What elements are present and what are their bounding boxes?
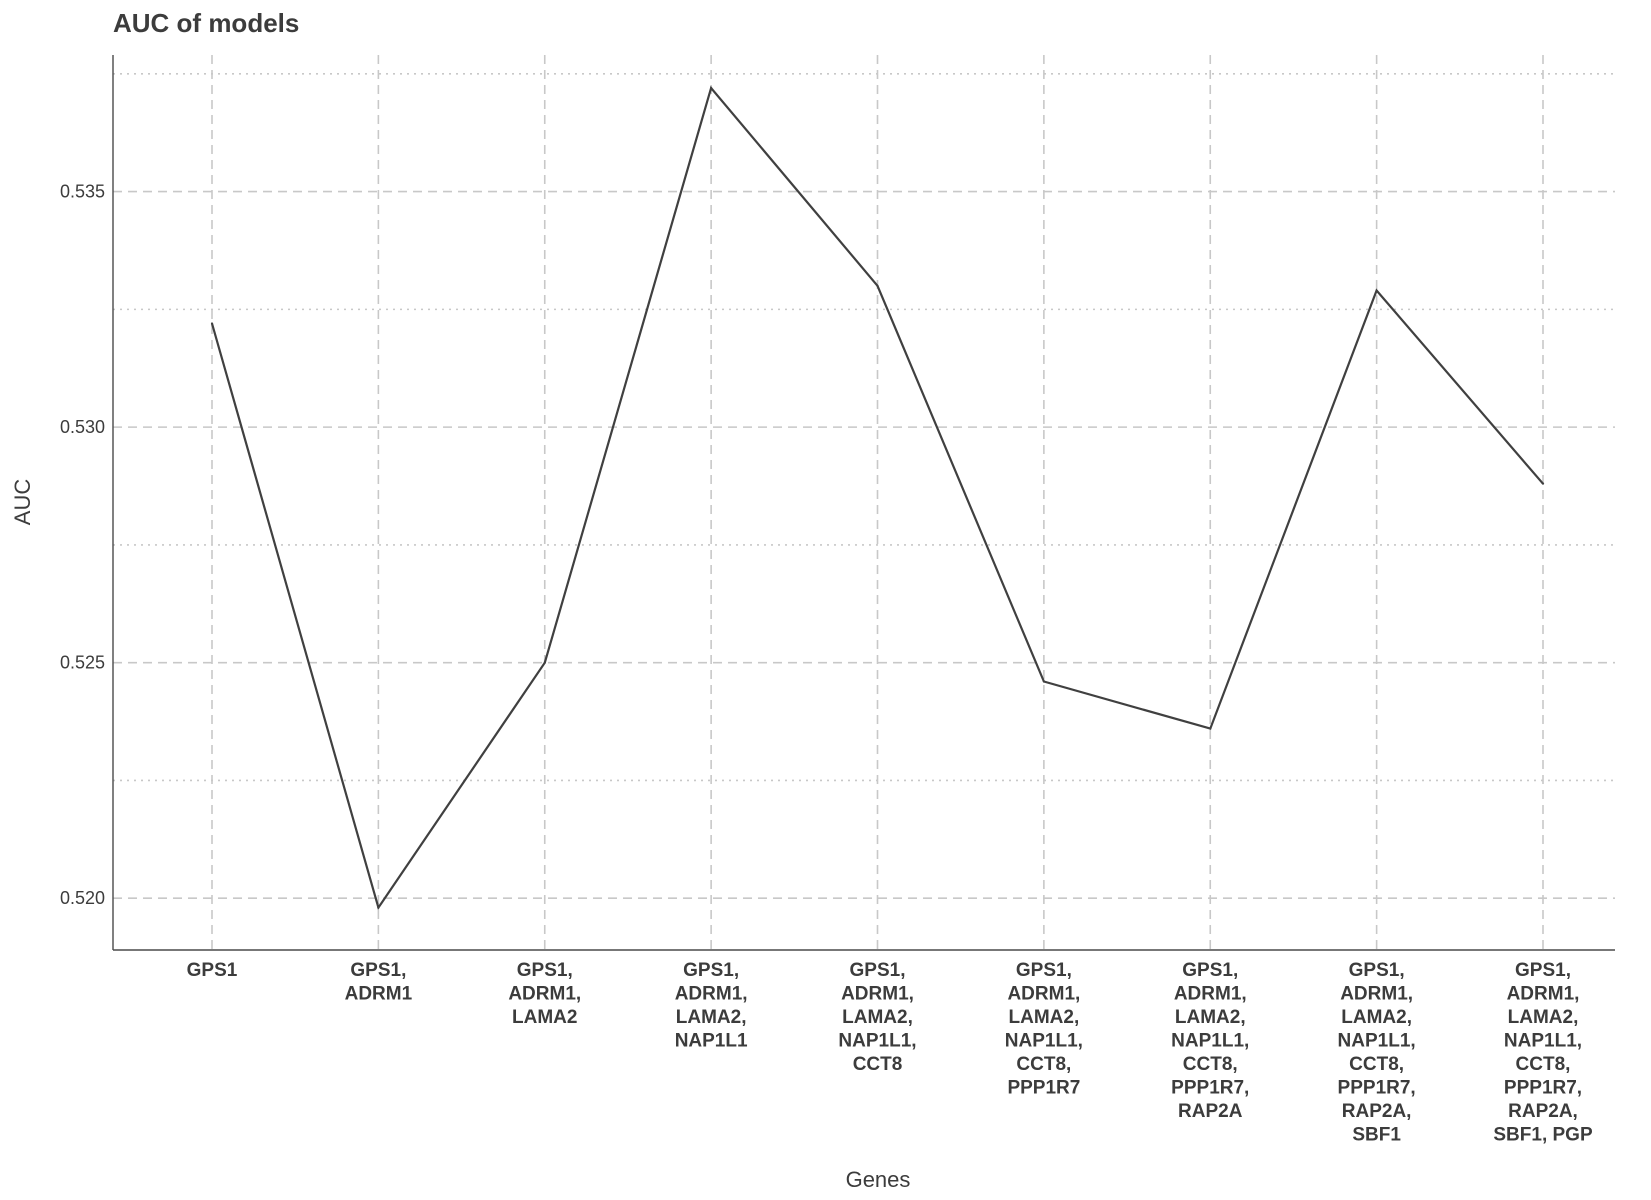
x-tick-label-line: NAP1L1,	[1504, 1031, 1582, 1052]
x-tick-label-line: PPP1R7,	[1338, 1078, 1416, 1099]
x-tick-label-line: LAMA2,	[676, 1007, 747, 1028]
x-tick-label-line: LAMA2,	[1009, 1007, 1080, 1028]
x-tick-label-line: ADRM1,	[508, 984, 581, 1005]
y-tick-label: 0.535	[60, 182, 105, 202]
x-tick-label-line: LAMA2	[512, 1007, 577, 1028]
x-tick-label-line: LAMA2,	[842, 1007, 913, 1028]
x-tick-label-line: SBF1	[1352, 1125, 1401, 1146]
x-tick-label: GPS1	[187, 960, 238, 981]
x-axis-title: Genes	[846, 1167, 911, 1192]
x-tick-label: GPS1, ADRM1, LAMA2, NAP1L1, CCT8, PPP1R7, RAP2…	[1171, 960, 1249, 1122]
data-point	[710, 86, 713, 90]
chart-title: AUC of models	[113, 8, 299, 38]
x-tick-label: GPS1, ADRM1, LAMA2	[508, 960, 581, 1028]
grid-lines	[113, 55, 1615, 950]
y-tick-label: 0.530	[60, 417, 105, 437]
x-tick-label-line: LAMA2,	[1508, 1007, 1579, 1028]
x-tick-label-line: ADRM1,	[1340, 984, 1413, 1005]
x-tick-label-line: GPS1,	[850, 960, 906, 981]
x-tick-label-line: GPS1,	[350, 960, 406, 981]
x-tick-label-line: SBF1, PGP	[1493, 1125, 1593, 1146]
x-tick-label-line: NAP1L1,	[1171, 1031, 1249, 1052]
x-tick-label-line: NAP1L1,	[1338, 1031, 1416, 1052]
x-tick-label-line: PPP1R7	[1007, 1078, 1080, 1099]
x-tick-label-line: GPS1,	[1515, 960, 1571, 981]
data-point	[377, 906, 380, 909]
data-point	[1541, 482, 1545, 485]
x-tick-label-line: CCT8,	[1183, 1054, 1238, 1075]
x-tick-label: GPS1, ADRM1, LAMA2, NAP1L1, CCT8, PPP1R7	[1005, 960, 1083, 1099]
x-tick-label-line: NAP1L1	[675, 1031, 748, 1052]
x-tick-label-line: ADRM1,	[841, 984, 914, 1005]
x-tick-label-line: GPS1,	[1016, 960, 1072, 981]
data-point	[1209, 727, 1212, 730]
x-tick-label-line: LAMA2,	[1175, 1007, 1246, 1028]
y-tick-label: 0.525	[60, 653, 105, 673]
x-tick-label: GPS1, ADRM1, LAMA2, NAP1L1, CCT8, PPP1R7, RAP2…	[1338, 960, 1416, 1146]
x-tick-label-line: CCT8	[853, 1054, 903, 1075]
x-tick-label-line: ADRM1,	[1507, 984, 1580, 1005]
y-tick-labels: 0.520 0.525 0.530 0.535	[60, 182, 105, 909]
data-point	[1375, 289, 1378, 292]
x-tick-label-line: LAMA2,	[1341, 1007, 1412, 1028]
x-tick-label-line: CCT8,	[1016, 1054, 1071, 1075]
x-tick-label: GPS1, ADRM1, LAMA2, NAP1L1	[675, 960, 748, 1052]
series-group	[210, 85, 1545, 911]
x-tick-label-line: ADRM1	[345, 984, 413, 1005]
x-tick-label-line: GPS1	[187, 960, 238, 981]
x-tick-label-line: GPS1,	[683, 960, 739, 981]
x-tick-label-line: GPS1,	[1182, 960, 1238, 981]
x-tick-label: GPS1, ADRM1, LAMA2, NAP1L1, CCT8	[838, 960, 916, 1075]
x-tick-label-line: ADRM1,	[1007, 984, 1080, 1005]
y-tick-label: 0.520	[60, 888, 105, 908]
data-point	[543, 661, 546, 664]
x-tick-label-line: ADRM1,	[675, 984, 748, 1005]
y-axis-title: AUC	[10, 479, 35, 526]
x-tick-label-line: GPS1,	[1349, 960, 1405, 981]
x-tick-label-line: PPP1R7,	[1504, 1078, 1582, 1099]
data-point	[876, 284, 879, 287]
data-point	[1042, 680, 1045, 683]
x-tick-label-line: NAP1L1,	[838, 1031, 916, 1052]
x-tick-label-line: CCT8,	[1516, 1054, 1571, 1075]
x-tick-label-line: RAP2A	[1178, 1101, 1243, 1122]
x-tick-label: GPS1, ADRM1	[345, 960, 413, 1005]
x-tick-label: GPS1, ADRM1, LAMA2, NAP1L1, CCT8, PPP1R7, RAP2…	[1493, 960, 1593, 1146]
data-point	[210, 322, 214, 325]
x-tick-label-line: RAP2A,	[1508, 1101, 1578, 1122]
x-tick-label-line: CCT8,	[1349, 1054, 1404, 1075]
x-tick-label-line: NAP1L1,	[1005, 1031, 1083, 1052]
x-tick-label-line: ADRM1,	[1174, 984, 1247, 1005]
x-tick-label-line: PPP1R7,	[1171, 1078, 1249, 1099]
x-tick-label-line: GPS1,	[517, 960, 573, 981]
x-tick-label-line: RAP2A,	[1342, 1101, 1412, 1122]
